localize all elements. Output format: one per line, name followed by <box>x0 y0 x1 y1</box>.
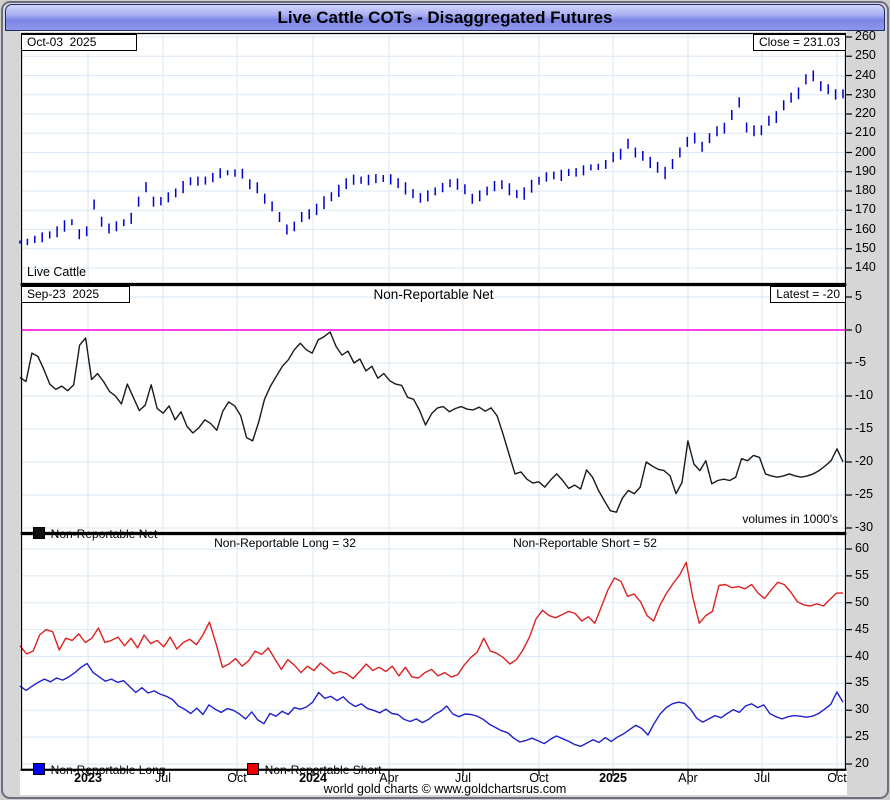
y-tick-label: -10 <box>855 388 874 402</box>
y-tick-label: -25 <box>855 487 874 501</box>
short-legend-swatch-icon <box>246 763 259 775</box>
x-tick-label: Apr <box>678 771 698 785</box>
y-tick-label: 250 <box>855 48 876 63</box>
x-tick-label: Oct <box>827 771 847 785</box>
y-tick-label: 260 <box>855 29 876 43</box>
net-legend-label: Non-Reportable Net <box>50 527 158 541</box>
y-tick-label: 150 <box>855 240 876 255</box>
x-tick-label: Jul <box>155 771 171 785</box>
y-tick-label: 190 <box>855 163 876 178</box>
left-gutter <box>7 31 20 795</box>
chart-background <box>7 31 883 795</box>
net-date-label: Sep-23 2025 <box>21 286 131 303</box>
net-latest-label: Latest = -20 <box>770 286 846 303</box>
y-tick-label: 160 <box>855 221 876 236</box>
long-legend-swatch-icon <box>32 763 45 775</box>
net-legend-swatch-icon <box>32 527 45 539</box>
right-axis-gutter <box>847 31 883 795</box>
long-value-label: Non-Reportable Long = 32 <box>214 536 356 550</box>
price-series-label: Live Cattle <box>27 265 87 279</box>
y-tick-label: 220 <box>855 106 876 120</box>
y-tick-label: 45 <box>855 621 869 636</box>
price-close-label: Close = 231.03 <box>752 34 846 51</box>
long-legend: Non-Reportable Long <box>26 748 165 778</box>
y-tick-label: -5 <box>855 355 867 369</box>
x-tick-label: 2025 <box>599 771 627 785</box>
y-tick-label: 55 <box>855 567 869 582</box>
footer-credit: world gold charts © www.goldchartsrus.co… <box>323 782 567 796</box>
y-tick-label: -15 <box>855 421 874 435</box>
y-tick-label: -30 <box>855 520 874 534</box>
y-tick-label: 5 <box>855 289 862 303</box>
volumes-note: volumes in 1000's <box>742 512 838 526</box>
y-tick-label: 50 <box>855 594 869 609</box>
y-tick-label: 230 <box>855 86 876 101</box>
y-tick-label: 210 <box>855 125 876 140</box>
y-tick-label: 40 <box>855 648 869 663</box>
y-tick-label: 25 <box>855 729 869 744</box>
x-tick-label: 2024 <box>299 771 327 785</box>
x-tick-label: Oct <box>227 771 247 785</box>
y-tick-label: 0 <box>855 322 862 336</box>
short-legend: Non-Reportable Short <box>240 748 381 778</box>
x-tick-label: Jul <box>455 771 471 785</box>
y-tick-label: 35 <box>855 675 869 690</box>
window-title: Live Cattle COTs - Disaggregated Futures <box>277 8 613 27</box>
x-tick-label: 2023 <box>74 771 102 785</box>
short-legend-label: Non-Reportable Short <box>264 763 382 777</box>
y-tick-label: 170 <box>855 202 876 217</box>
y-tick-label: 240 <box>855 67 876 82</box>
short-value-label: Non-Reportable Short = 52 <box>513 536 657 550</box>
y-tick-label: 200 <box>855 144 876 159</box>
net-legend: Non-Reportable Net <box>26 512 157 542</box>
y-tick-label: 30 <box>855 702 869 717</box>
price-date-label: Oct-03 2025 <box>21 34 138 51</box>
long-legend-label: Non-Reportable Long <box>50 763 166 777</box>
x-tick-label: Oct <box>529 771 549 785</box>
x-tick-label: Apr <box>379 771 399 785</box>
title-bar: Live Cattle COTs - Disaggregated Futures <box>5 4 885 31</box>
x-tick-label: Jul <box>754 771 770 785</box>
net-panel-title: Non-Reportable Net <box>373 287 494 302</box>
y-tick-label: 20 <box>855 756 869 770</box>
y-tick-label: 180 <box>855 183 876 197</box>
y-tick-label: 60 <box>855 541 869 555</box>
y-tick-label: 140 <box>855 260 876 274</box>
y-tick-label: -20 <box>855 454 874 468</box>
